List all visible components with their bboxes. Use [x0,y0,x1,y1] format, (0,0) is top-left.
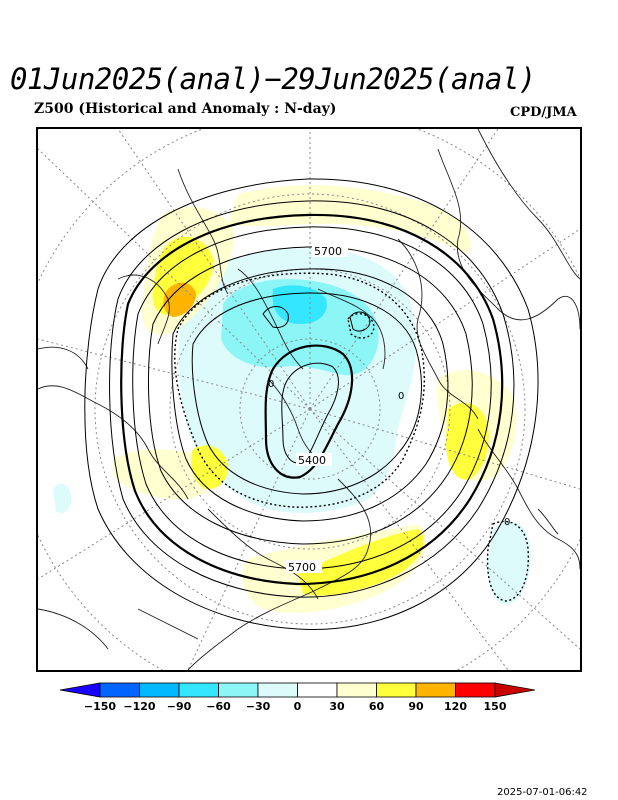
colorbar-box [455,682,496,698]
colorbar-bar [60,682,535,698]
colorbar-box [336,682,377,698]
colorbar-tick-label: −60 [206,700,231,713]
colorbar-tick-label: −30 [245,700,271,713]
anomaly-negative-small [53,483,72,514]
colorbar-box [415,682,456,698]
contour-label: 0 [398,391,404,402]
colorbar: −150 −120 −90 −60 −30 0 30 60 90 120 150 [60,682,535,718]
colorbar-tick-label: 150 [483,700,507,713]
colorbar-tick-label: 120 [444,700,467,713]
colorbar-tick-label: 60 [368,700,385,713]
colorbar-extend-high [494,682,535,698]
contour-label: 0 [268,379,274,390]
anomaly-negative-pocket [272,285,327,324]
contour-label: 0 [504,517,510,528]
colorbar-box [178,682,219,698]
colorbar-box [297,682,338,698]
colorbar-extend-low [60,682,101,698]
colorbar-tick-label: −120 [123,700,156,713]
colorbar-tick-label: 30 [329,700,345,713]
colorbar-box [218,682,259,698]
contour-labels: 5700 5400 5700 0 0 0 [268,244,510,574]
colorbar-tick-label: −90 [166,700,192,713]
contour-label: 5700 [314,245,342,258]
colorbar-box [99,682,140,698]
colorbar-tick-label: 0 [293,700,302,713]
credit-label: CPD/JMA [510,105,577,120]
colorbar-box [376,682,417,698]
timestamp: 2025-07-01-06:42 [497,787,588,798]
anomaly-negative-pacific [487,521,531,605]
colorbar-tick-label: −150 [83,700,117,713]
anomaly-positive-atlantic-peak [163,282,196,317]
colorbar-box [139,682,180,698]
chart-subtitle: Z500 (Historical and Anomaly : N-day) [34,101,337,117]
polar-map: 5700 5400 5700 0 0 0 [38,129,580,670]
colorbar-tick-label: 90 [408,700,424,713]
height-contour-major [120,213,504,586]
chart-title: 01Jun2025(anal)−29Jun2025(anal) [10,62,536,96]
anomaly-positive-east-core [446,403,489,480]
contour-label: 5700 [288,561,316,574]
colorbar-box [257,682,298,698]
anomaly-contours [174,272,530,602]
polar-map-panel: 5700 5400 5700 0 0 0 [36,127,582,672]
contour-label: 5400 [298,454,326,467]
height-contours [84,178,539,630]
